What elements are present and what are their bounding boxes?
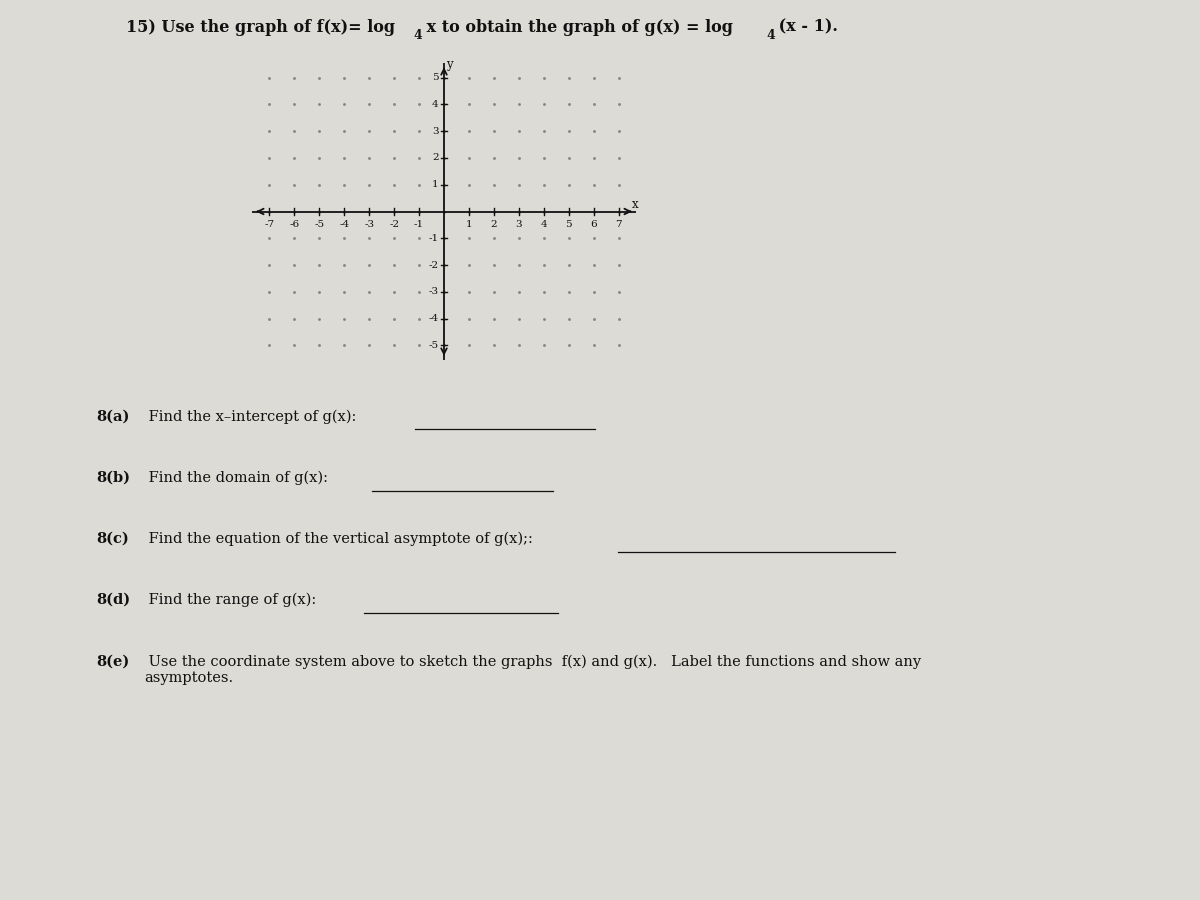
Text: x: x: [632, 197, 638, 211]
Text: 4: 4: [766, 29, 775, 41]
Text: -3: -3: [364, 220, 374, 230]
Text: 4: 4: [414, 29, 422, 41]
Text: 6: 6: [590, 220, 596, 230]
Text: 8(a): 8(a): [96, 410, 130, 424]
Text: 4: 4: [540, 220, 547, 230]
Text: 2: 2: [432, 154, 438, 163]
Text: 8(b): 8(b): [96, 471, 130, 485]
Text: -2: -2: [428, 260, 438, 269]
Text: x to obtain the graph of g(x) = log: x to obtain the graph of g(x) = log: [421, 19, 733, 35]
Text: -1: -1: [414, 220, 424, 230]
Text: 8(c): 8(c): [96, 532, 128, 546]
Text: -5: -5: [428, 341, 438, 350]
Text: 1: 1: [466, 220, 473, 230]
Text: Find the x–intercept of g(x):: Find the x–intercept of g(x):: [144, 410, 366, 424]
Text: 5: 5: [432, 73, 438, 82]
Text: Find the equation of the vertical asymptote of g(x);:: Find the equation of the vertical asympt…: [144, 532, 542, 546]
Text: (x - 1).: (x - 1).: [774, 19, 839, 35]
Text: -1: -1: [428, 234, 438, 243]
Text: 7: 7: [616, 220, 622, 230]
Text: y: y: [446, 58, 452, 71]
Text: 2: 2: [491, 220, 497, 230]
Text: -7: -7: [264, 220, 275, 230]
Text: -6: -6: [289, 220, 300, 230]
Text: 5: 5: [565, 220, 572, 230]
Text: 4: 4: [432, 100, 438, 109]
Text: 3: 3: [516, 220, 522, 230]
Text: Use the coordinate system above to sketch the graphs  f(x) and g(x).   Label the: Use the coordinate system above to sketc…: [144, 654, 922, 685]
Text: -3: -3: [428, 287, 438, 296]
Text: 1: 1: [432, 180, 438, 189]
Text: Find the range of g(x):: Find the range of g(x):: [144, 593, 325, 608]
Text: 3: 3: [432, 127, 438, 136]
Text: 8(d): 8(d): [96, 593, 130, 608]
Text: -4: -4: [428, 314, 438, 323]
Text: Find the domain of g(x):: Find the domain of g(x):: [144, 471, 337, 485]
Text: -5: -5: [314, 220, 324, 230]
Text: 8(e): 8(e): [96, 654, 130, 669]
Text: -2: -2: [389, 220, 400, 230]
Text: -4: -4: [340, 220, 349, 230]
Text: 15) Use the graph of f(x)= log: 15) Use the graph of f(x)= log: [126, 19, 395, 35]
